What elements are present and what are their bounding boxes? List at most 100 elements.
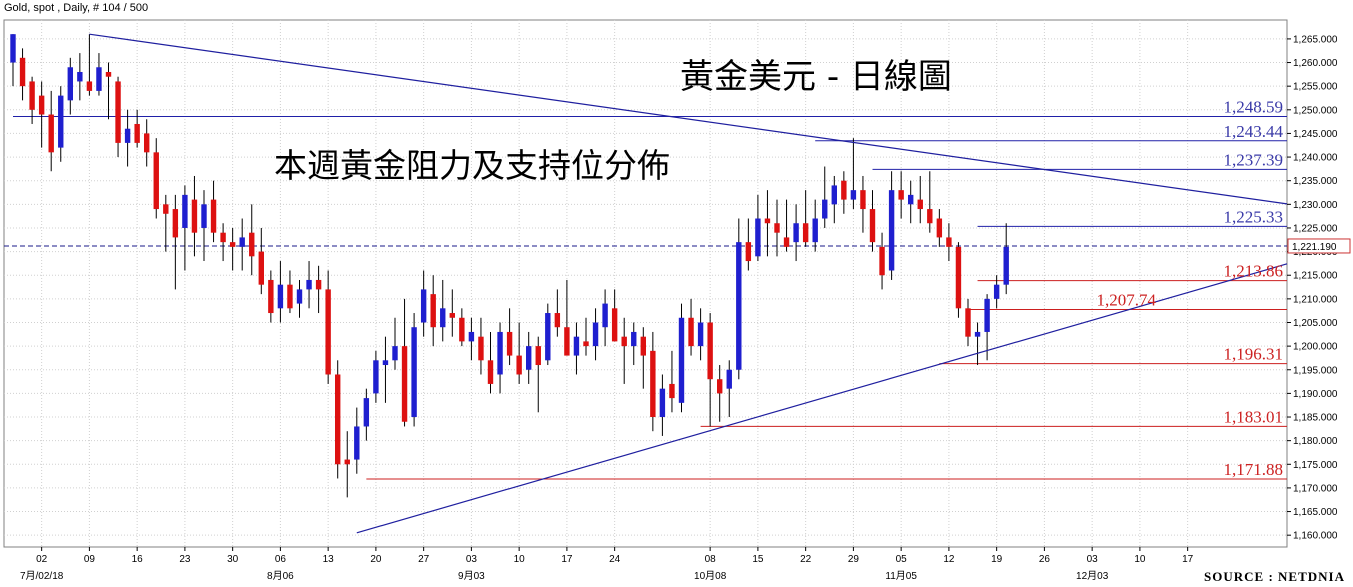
candle-bull: [831, 185, 837, 205]
support-label: 1,213.86: [1224, 262, 1284, 281]
candle-bull: [592, 322, 599, 347]
candle-bear: [621, 336, 627, 347]
y-tick-label: 1,240.000: [1293, 153, 1338, 164]
candle-bull: [382, 360, 389, 366]
candle-bear: [344, 459, 350, 465]
candle-bear: [917, 199, 923, 210]
candle-bull: [373, 360, 379, 394]
candle-bear: [325, 289, 331, 375]
candle-bear: [669, 383, 675, 399]
candle-bear: [487, 360, 494, 384]
candle-bear: [134, 123, 140, 143]
resistance-label: 1,225.33: [1224, 207, 1284, 226]
y-tick-label: 1,225.000: [1293, 223, 1338, 234]
x-tick-label: 10: [1134, 554, 1146, 565]
x-tick-label: 24: [609, 554, 621, 565]
candle-bear: [19, 57, 26, 87]
support-label: 1,183.01: [1224, 407, 1284, 426]
candle-bear: [516, 355, 522, 375]
candle-bear: [869, 209, 876, 243]
candle-bull: [726, 369, 732, 389]
x-tick-label: 02: [36, 554, 48, 565]
resistance-label: 1,248.59: [1224, 97, 1284, 116]
x-tick-label: 13: [323, 554, 335, 565]
x-month-label: 12月03: [1076, 570, 1109, 582]
candle-bear: [172, 209, 179, 238]
x-tick-label: 08: [705, 554, 717, 565]
x-tick-label: 23: [179, 554, 191, 565]
chart-subtitle: 本週黃金阻力及支持位分佈: [274, 146, 670, 185]
candle-bear: [86, 81, 93, 91]
candle-bull: [573, 336, 580, 356]
candle-bull: [182, 194, 188, 228]
candle-bear: [783, 237, 790, 247]
candle-bear: [717, 379, 723, 394]
candle-bull: [363, 398, 370, 427]
y-tick-label: 1,245.000: [1293, 129, 1338, 140]
candle-bear: [29, 81, 35, 110]
x-tick-label: 27: [418, 554, 430, 565]
x-month-label: 9月03: [458, 570, 485, 582]
last-price-label: 1,221.190: [1292, 242, 1337, 253]
y-tick-label: 1,265.000: [1293, 34, 1338, 45]
candle-bear: [335, 374, 341, 465]
candle-bull: [822, 199, 828, 219]
candle-bear: [764, 218, 771, 224]
support-label: 1,196.31: [1224, 345, 1284, 364]
candle-bear: [707, 322, 713, 380]
candle-bull: [67, 67, 73, 101]
candle-bear: [48, 114, 54, 153]
candle-bear: [163, 204, 169, 214]
candle-bear: [115, 81, 121, 143]
y-tick-label: 1,165.000: [1293, 507, 1338, 518]
candle-bear: [287, 284, 293, 309]
y-tick-label: 1,160.000: [1293, 531, 1338, 542]
last-price-box: [1287, 238, 1351, 254]
candle-bull: [659, 388, 666, 418]
x-tick-label: 22: [800, 554, 812, 565]
candle-bear: [745, 242, 752, 262]
candles: [10, 34, 1009, 498]
x-tick-label: 20: [370, 554, 382, 565]
candle-bear: [153, 152, 159, 210]
candle-bull: [984, 298, 990, 332]
x-tick-label: 29: [848, 554, 860, 565]
grid: [3, 19, 1288, 548]
y-tick-label: 1,175.000: [1293, 460, 1338, 471]
candle-bear: [898, 190, 904, 200]
candle-bear: [564, 327, 570, 356]
candle-bear: [965, 308, 971, 337]
candle-bear: [927, 209, 933, 224]
x-month-label: 11月05: [885, 570, 917, 582]
candle-bull: [354, 426, 360, 460]
y-tick-label: 1,210.000: [1293, 294, 1338, 305]
candle-bear: [258, 251, 264, 285]
candle-bear: [583, 341, 589, 347]
y-tick-label: 1,235.000: [1293, 176, 1338, 187]
x-tick-label: 19: [991, 554, 1003, 565]
candle-bear: [449, 313, 455, 318]
y-tick-label: 1,170.000: [1293, 483, 1338, 494]
candle-bull: [392, 346, 398, 361]
x-tick-label: 17: [1182, 554, 1194, 565]
y-tick-label: 1,185.000: [1293, 413, 1338, 424]
candle-bear: [774, 223, 780, 233]
y-tick-label: 1,260.000: [1293, 58, 1338, 69]
candle-bull: [420, 289, 427, 323]
candle-bear: [220, 232, 226, 243]
x-tick-label: 30: [227, 554, 239, 565]
candle-bear: [946, 237, 952, 247]
x-tick-label: 06: [275, 554, 287, 565]
x-tick-label: 10: [514, 554, 526, 565]
trendlines: [89, 33, 1288, 534]
candle-bear: [315, 279, 322, 290]
candle-bear: [105, 71, 112, 77]
y-tick-label: 1,250.000: [1293, 105, 1338, 116]
x-tick-label: 05: [896, 554, 908, 565]
candle-bull: [678, 317, 685, 403]
y-tick-label: 1,200.000: [1293, 342, 1338, 353]
candle-bear: [554, 313, 561, 328]
chart-header: Gold, spot , Daily, # 104 / 500: [4, 2, 149, 14]
